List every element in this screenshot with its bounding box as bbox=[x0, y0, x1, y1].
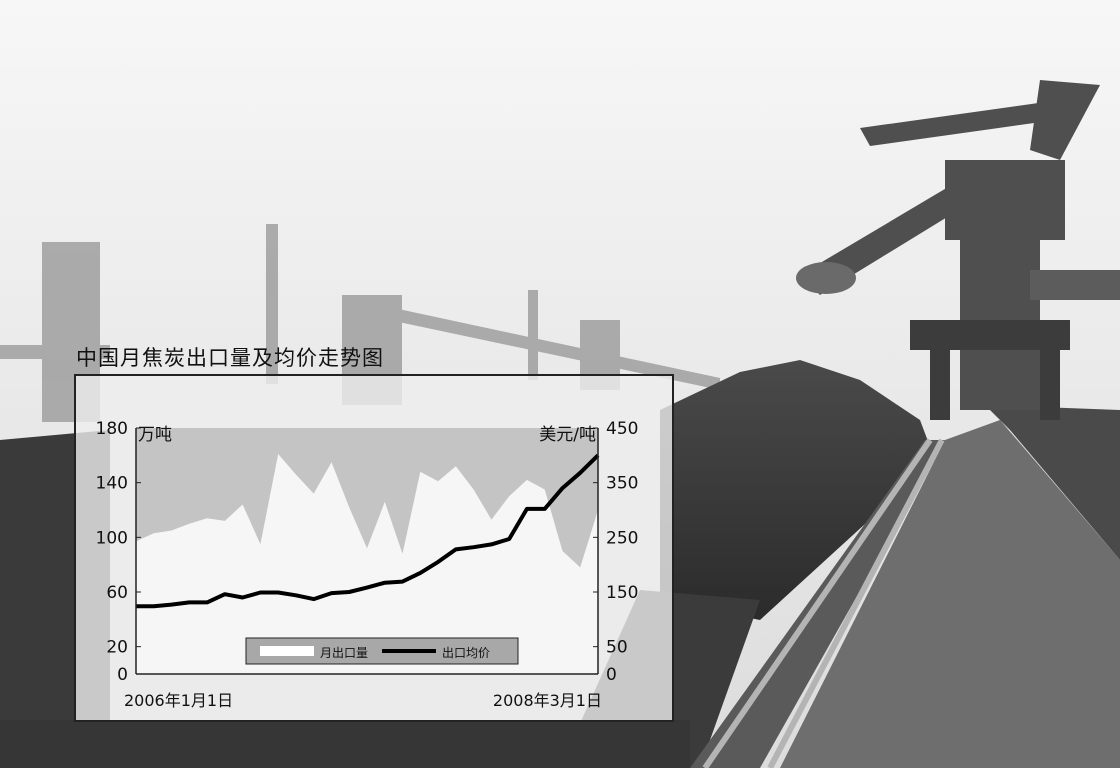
left-axis-unit: 万吨 bbox=[138, 425, 172, 445]
left-tick-label: 20 bbox=[106, 638, 128, 658]
right-tick-label: 350 bbox=[606, 474, 638, 494]
axes-layer bbox=[135, 428, 599, 675]
legend-entry-area: 月出口量 bbox=[320, 646, 368, 660]
left-tick-label: 60 bbox=[106, 583, 128, 603]
x-axis-end-label: 2008年3月1日 bbox=[493, 691, 602, 710]
right-tick-label: 250 bbox=[606, 528, 638, 548]
railway-track bbox=[690, 438, 945, 768]
line-series-average-price bbox=[136, 453, 600, 609]
left-tick-label: 0 bbox=[117, 665, 128, 685]
ticks-layer: 0 20 60 100 140 180 0 50 150 250 350 450 bbox=[96, 419, 639, 685]
right-tick-label: 0 bbox=[606, 665, 617, 685]
chart: 0 20 60 100 140 180 0 50 150 250 350 450 万吨 美元/吨 20… bbox=[96, 419, 639, 710]
conveyor-ground bbox=[780, 420, 1120, 768]
legend-swatch-area bbox=[260, 646, 314, 656]
right-tick-label: 450 bbox=[606, 419, 638, 439]
right-tick-label: 150 bbox=[606, 583, 638, 603]
right-axis-unit: 美元/吨 bbox=[539, 425, 596, 445]
chart-title: 中国月焦炭出口量及均价走势图 bbox=[76, 346, 384, 370]
area-series-monthly-export bbox=[136, 454, 598, 674]
left-tick-label: 180 bbox=[96, 419, 128, 439]
stacker-reclaimer bbox=[796, 80, 1120, 420]
legend-entry-line: 出口均价 bbox=[442, 646, 490, 660]
coke-pile bbox=[660, 360, 935, 620]
area-layer bbox=[136, 428, 598, 674]
right-tick-label: 50 bbox=[606, 638, 628, 658]
left-tick-label: 140 bbox=[96, 474, 128, 494]
chart-panel: 0 20 60 100 140 180 0 50 150 250 350 450 万吨 美元/吨 20… bbox=[74, 374, 674, 722]
x-axis-start-label: 2006年1月1日 bbox=[124, 691, 233, 710]
legend: 月出口量 出口均价 bbox=[245, 637, 519, 665]
left-tick-label: 100 bbox=[96, 528, 128, 548]
line-layer bbox=[136, 453, 600, 609]
